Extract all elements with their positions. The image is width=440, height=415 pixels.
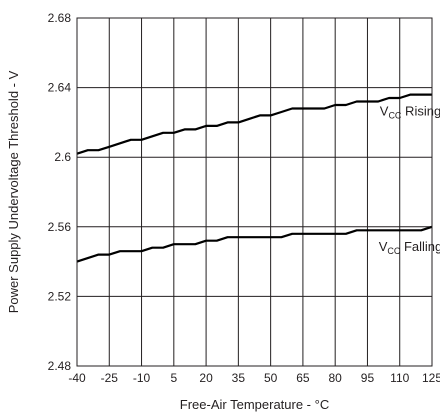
series-labels: VCC Rising VCC Falling: [379, 103, 440, 256]
x-tick-labels: -40 -25 -10 5 20 35 50 65 80 95 110 125: [68, 371, 440, 385]
series-line-0: [76, 93, 432, 155]
y-tick-label: 2.48: [48, 359, 72, 373]
y-tick-label: 2.52: [48, 289, 72, 303]
series-line-1: [76, 225, 433, 263]
x-tick-label: -40: [68, 371, 86, 385]
y-tick-label: 2.64: [48, 81, 72, 95]
x-axis-label: Free-Air Temperature - °C: [180, 397, 329, 412]
grid-layer: [77, 18, 432, 366]
series-label-1: VCC Falling: [379, 239, 440, 256]
y-tick-label: 2.6: [54, 150, 71, 164]
y-axis-label: Power Supply Undervoltage Threshold - V: [6, 70, 21, 313]
x-tick-label: 35: [232, 371, 246, 385]
plot-frame: [76, 17, 433, 367]
y-tick-label: 2.56: [48, 220, 72, 234]
x-tick-label: 125: [422, 371, 440, 385]
x-tick-label: 50: [264, 371, 278, 385]
y-tick-label: 2.68: [48, 11, 72, 25]
x-tick-label: 80: [329, 371, 343, 385]
x-tick-label: 65: [296, 371, 310, 385]
x-tick-label: 95: [361, 371, 375, 385]
x-tick-label: -25: [101, 371, 119, 385]
series-label-0: VCC Rising: [380, 103, 440, 120]
x-tick-label: 110: [390, 371, 409, 385]
x-tick-label: 5: [170, 371, 177, 385]
series-layer: [76, 93, 433, 263]
y-tick-labels: 2.48 2.52 2.56 2.6 2.64 2.68: [48, 11, 72, 373]
x-tick-label: 20: [199, 371, 213, 385]
x-tick-label: -10: [133, 371, 151, 385]
